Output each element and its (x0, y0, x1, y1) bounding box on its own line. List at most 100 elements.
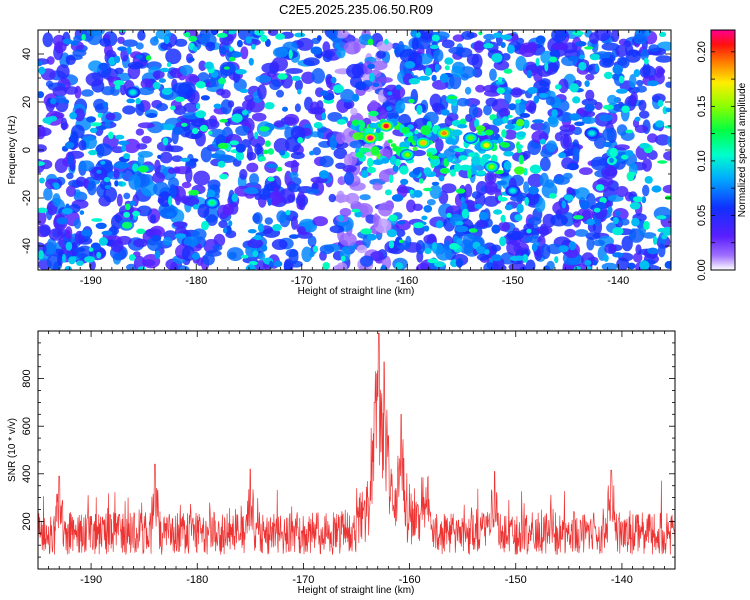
heatmap-blob (249, 135, 266, 148)
snr-y-tick-label: 200 (21, 512, 33, 530)
heatmap-blob (217, 160, 226, 168)
heatmap-blob (206, 189, 216, 198)
heatmap-blob (136, 205, 153, 217)
heatmap-blob (608, 244, 617, 254)
heatmap-blob (441, 183, 457, 194)
heatmap-blob (483, 195, 499, 207)
heatmap-blob (303, 57, 320, 67)
heatmap-blob (523, 181, 530, 194)
heatmap-blob (98, 62, 109, 71)
heatmap-blob (312, 245, 319, 253)
heatmap-blob (414, 130, 419, 135)
heatmap-blob (416, 104, 423, 115)
heatmap-blob (137, 30, 146, 41)
heatmap-blob (152, 171, 166, 184)
heatmap-blob (235, 151, 245, 161)
heatmap-blob (594, 63, 599, 73)
heatmap-blob (46, 237, 57, 254)
heatmap-blob (351, 208, 361, 213)
heatmap-blob (366, 233, 377, 241)
heatmap-blob (483, 33, 496, 41)
heatmap-hotspot (488, 164, 495, 169)
heatmap-blob (267, 198, 272, 206)
heatmap-blob (526, 69, 533, 79)
heatmap-blob (258, 188, 271, 200)
heatmap-blob (499, 236, 507, 247)
heatmap-blob (431, 242, 438, 251)
heatmap-blob (477, 127, 483, 135)
heatmap-blob (335, 132, 346, 145)
heatmap-blob (310, 46, 322, 55)
heatmap-blob (638, 110, 650, 119)
heatmap-cells (38, 30, 671, 270)
heatmap-blob (183, 102, 199, 113)
heatmap-blob (404, 61, 416, 69)
snr-x-tick-label: -190 (80, 574, 102, 586)
heatmap-blob (387, 91, 393, 96)
heatmap-blob (340, 255, 346, 262)
heatmap-blob (424, 248, 432, 255)
heatmap-blob (612, 227, 624, 236)
heatmap-blob (274, 260, 283, 268)
heatmap-blob (181, 245, 195, 262)
heatmap-blob (272, 47, 289, 58)
heatmap-blob (558, 152, 566, 159)
heatmap-blob (449, 73, 462, 90)
heatmap-blob (88, 60, 103, 72)
heatmap-blob (269, 79, 281, 91)
heatmap-blob (595, 184, 605, 191)
heatmap-blob (401, 126, 410, 135)
heatmap-blob (108, 131, 114, 140)
heatmap-blob (146, 113, 158, 118)
heatmap-blob (229, 140, 239, 146)
heatmap-blob (621, 105, 630, 113)
heatmap-blob (157, 154, 162, 159)
colorbar-gradient (710, 29, 736, 271)
snr-y-tick-label: 600 (21, 417, 33, 435)
heatmap-blob (491, 154, 498, 163)
heatmap-blob (519, 113, 531, 118)
heatmap-blob (133, 238, 148, 248)
heatmap-blob (278, 188, 295, 204)
heatmap-blob (441, 39, 455, 49)
heatmap-blob (522, 150, 531, 160)
heatmap-blob (495, 80, 504, 85)
heatmap-blob (546, 243, 564, 255)
heatmap-y-tick-label: -20 (21, 190, 33, 206)
heatmap-hotspot (367, 135, 373, 141)
heatmap-blob (497, 180, 507, 186)
heatmap-hotspot (420, 140, 426, 145)
heatmap-blob (603, 254, 609, 262)
heatmap-blob (79, 210, 85, 215)
heatmap-blob (579, 200, 590, 210)
heatmap-blob (290, 126, 306, 140)
heatmap-blob (625, 129, 633, 134)
heatmap-blob (440, 109, 450, 116)
heatmap-blob (581, 116, 597, 124)
heatmap-blob (153, 36, 158, 42)
heatmap-blob (456, 238, 463, 245)
heatmap-blob (132, 163, 139, 172)
heatmap-blob (285, 209, 291, 216)
heatmap-blob (375, 128, 381, 134)
heatmap-blob (444, 65, 450, 71)
heatmap-blob (69, 112, 77, 120)
heatmap-blob (610, 30, 620, 43)
heatmap-blob (429, 184, 442, 199)
snr-x-axis-label: Height of straight line (km) (298, 585, 415, 596)
heatmap-blob (527, 216, 542, 226)
heatmap-blob (268, 260, 274, 269)
heatmap-blob (83, 135, 97, 149)
heatmap-blob (644, 176, 653, 184)
heatmap-blob (629, 74, 637, 88)
heatmap-blob (581, 98, 598, 107)
heatmap-blob (386, 106, 392, 111)
heatmap-blob (61, 253, 66, 263)
heatmap-hotspot (441, 131, 447, 136)
heatmap-blob (74, 218, 81, 229)
heatmap-blob (534, 248, 543, 261)
heatmap-blob (525, 259, 536, 270)
heatmap-blob (427, 199, 436, 206)
heatmap-blob (309, 150, 315, 156)
heatmap-blob (313, 122, 323, 129)
